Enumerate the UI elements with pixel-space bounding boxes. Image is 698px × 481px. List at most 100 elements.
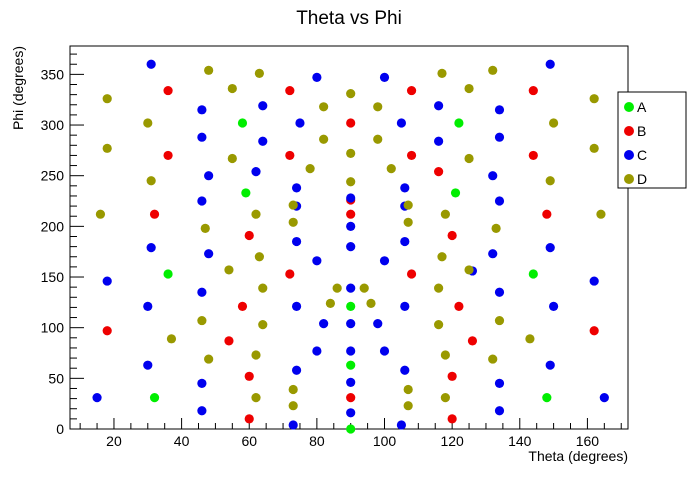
data-point — [197, 287, 207, 297]
data-point — [197, 406, 207, 416]
data-point — [163, 150, 173, 161]
data-point — [149, 392, 160, 403]
data-point — [406, 85, 417, 96]
data-point — [346, 177, 356, 187]
data-point — [163, 85, 173, 96]
data-point — [305, 164, 315, 174]
data-point — [288, 420, 298, 430]
data-point — [346, 424, 356, 434]
series-B — [102, 85, 599, 424]
data-point — [346, 89, 356, 99]
data-point — [545, 243, 555, 253]
data-point — [346, 221, 356, 231]
data-point — [291, 236, 302, 247]
data-point — [406, 269, 417, 279]
data-point — [288, 384, 298, 395]
data-point — [379, 72, 390, 83]
data-point — [450, 188, 461, 198]
x-tick-label: 120 — [440, 433, 464, 449]
data-point — [291, 301, 302, 311]
data-point — [143, 301, 153, 311]
y-tick-label: 0 — [56, 421, 64, 437]
data-point — [102, 94, 112, 104]
data-point — [454, 118, 464, 128]
data-point — [319, 319, 329, 329]
data-point — [258, 101, 268, 111]
data-point — [254, 68, 264, 78]
data-point — [237, 118, 248, 128]
data-point — [197, 196, 207, 206]
data-point — [244, 371, 254, 381]
data-point — [528, 269, 538, 279]
data-point — [197, 132, 207, 142]
data-point — [224, 336, 234, 346]
data-point — [403, 384, 413, 395]
legend-label: D — [637, 171, 647, 187]
data-point — [491, 223, 501, 233]
data-point — [440, 350, 450, 360]
y-tick-label: 200 — [41, 218, 65, 234]
series-A — [149, 118, 552, 434]
data-point — [494, 287, 505, 297]
data-point — [200, 223, 210, 233]
legend-label: A — [637, 99, 647, 115]
data-point — [403, 217, 413, 227]
data-point — [528, 85, 538, 96]
data-point — [494, 315, 505, 326]
data-point — [494, 378, 505, 389]
data-point — [373, 134, 383, 144]
x-tick-label: 20 — [106, 433, 122, 449]
data-point — [346, 193, 356, 203]
data-point — [319, 134, 329, 144]
plot-frame — [69, 45, 629, 430]
data-point — [434, 136, 444, 146]
data-point — [346, 408, 356, 418]
data-point — [224, 265, 234, 275]
data-point — [494, 105, 505, 115]
data-point — [95, 209, 106, 219]
data-point — [406, 150, 417, 161]
data-point — [528, 150, 538, 161]
data-point — [549, 301, 559, 311]
data-point — [166, 334, 177, 344]
data-point — [285, 85, 295, 96]
series-C — [92, 59, 609, 430]
data-point — [589, 94, 599, 104]
legend-marker — [624, 174, 634, 184]
data-point — [542, 392, 552, 403]
data-points — [92, 59, 609, 434]
data-point — [204, 354, 214, 364]
data-point — [403, 401, 413, 411]
data-point — [400, 236, 410, 247]
legend-label: C — [637, 147, 647, 163]
data-point — [288, 401, 298, 411]
data-point — [346, 209, 356, 219]
data-point — [346, 242, 356, 252]
data-point — [488, 171, 498, 181]
x-tick-label: 160 — [576, 433, 600, 449]
data-point — [312, 346, 322, 356]
data-point — [400, 365, 410, 375]
data-point — [403, 200, 413, 210]
data-point — [359, 283, 369, 293]
y-tick-label: 100 — [41, 320, 65, 336]
data-point — [447, 371, 457, 381]
data-point — [589, 143, 599, 153]
data-point — [102, 143, 112, 153]
data-point — [545, 360, 555, 370]
legend-label: B — [637, 123, 646, 139]
data-point — [434, 283, 444, 293]
legend-marker — [624, 126, 634, 136]
data-point — [440, 209, 450, 219]
data-point — [346, 319, 356, 329]
data-point — [254, 252, 264, 262]
x-tick-label: 140 — [508, 433, 532, 449]
data-point — [589, 326, 599, 336]
data-point — [146, 176, 156, 186]
data-point — [346, 118, 356, 128]
data-point — [488, 65, 498, 75]
data-point — [258, 283, 268, 293]
data-point — [467, 336, 478, 346]
data-point — [464, 265, 474, 275]
